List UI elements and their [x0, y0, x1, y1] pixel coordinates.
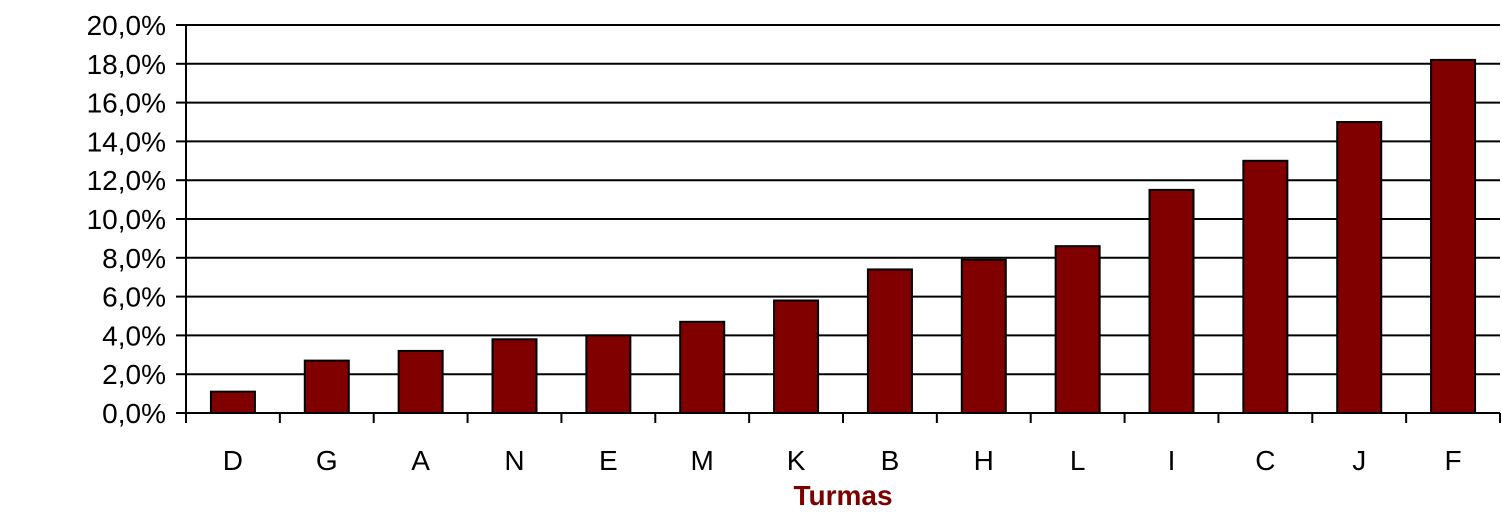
x-tick-label: G: [316, 445, 338, 476]
x-tick-label: L: [1070, 445, 1086, 476]
bars: [209, 58, 1477, 415]
y-tick-label: 6,0%: [102, 282, 166, 313]
bar-G: [303, 359, 350, 414]
x-tick-label: D: [223, 445, 243, 476]
bar-D: [209, 390, 256, 415]
bar-B: [866, 268, 913, 414]
bar-H: [960, 258, 1007, 414]
x-axis-title: Turmas: [793, 480, 892, 511]
y-tick-label: 12,0%: [87, 165, 166, 196]
x-tick-label: I: [1168, 445, 1176, 476]
x-tick-label: K: [787, 445, 806, 476]
bar-N: [491, 338, 538, 414]
bar-K: [773, 299, 820, 415]
y-tick-label: 18,0%: [87, 49, 166, 80]
y-tick-label: 4,0%: [102, 320, 166, 351]
bar-C: [1242, 159, 1289, 414]
x-tick-label: N: [504, 445, 524, 476]
y-tick-labels: 0,0% 2,0% 4,0% 6,0% 8,0% 10,0% 12,0% 14,0% 16,0%…: [87, 10, 166, 429]
y-tick-label: 2,0%: [102, 359, 166, 390]
bar-A: [397, 349, 444, 415]
y-tick-label: 8,0%: [102, 243, 166, 274]
x-tick-label: B: [881, 445, 900, 476]
axes: [176, 24, 1501, 423]
y-tick-label: 14,0%: [87, 126, 166, 157]
bar-F: [1430, 58, 1477, 414]
bar-E: [585, 334, 632, 414]
y-tick-label: 10,0%: [87, 204, 166, 235]
x-tick-label: F: [1445, 445, 1462, 476]
bar-I: [1148, 188, 1195, 414]
bar-L: [1054, 245, 1101, 414]
bar-J: [1336, 121, 1383, 414]
bar-M: [679, 320, 726, 415]
gridlines: [186, 24, 1500, 376]
x-tick-label: E: [599, 445, 618, 476]
x-tick-label: M: [691, 445, 714, 476]
y-tick-label: 20,0%: [87, 10, 166, 41]
x-tick-label: H: [974, 445, 994, 476]
x-tick-label: C: [1255, 445, 1275, 476]
x-tick-label: J: [1352, 445, 1366, 476]
x-tick-label: A: [411, 445, 430, 476]
y-tick-label: 0,0%: [102, 398, 166, 429]
y-tick-label: 16,0%: [87, 88, 166, 119]
